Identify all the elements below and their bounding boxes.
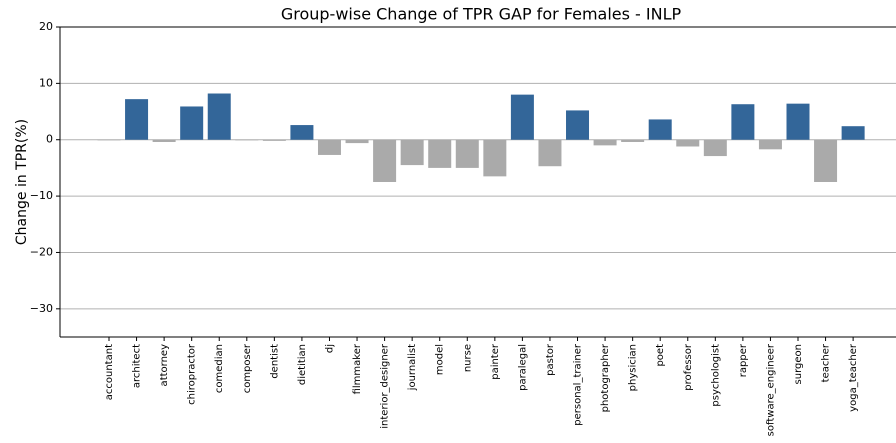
bar — [152, 139, 176, 142]
bar — [841, 126, 865, 140]
bar — [621, 139, 645, 142]
x-tick-label: painter — [490, 343, 501, 380]
bar — [262, 139, 286, 141]
x-tick-label: personal_trainer — [573, 343, 584, 426]
x-tick-label: nurse — [462, 344, 473, 372]
bar — [97, 139, 121, 141]
x-tick-label: dietitian — [297, 344, 308, 385]
bar — [400, 139, 424, 166]
bar — [345, 139, 369, 144]
bar — [373, 139, 397, 182]
x-tick-label: interior_designer — [380, 343, 391, 429]
y-tick-label: 10 — [39, 76, 53, 89]
x-tick-label: comedian — [214, 344, 225, 393]
bar — [538, 139, 562, 167]
bar — [235, 139, 259, 141]
x-tick-label: accountant — [104, 344, 115, 400]
x-tick-label: dentist — [269, 344, 280, 379]
y-tick-label: 20 — [39, 20, 53, 33]
bar — [207, 93, 231, 140]
x-tick-label: rapper — [738, 343, 749, 377]
bar — [180, 106, 204, 140]
x-tick-label: chiropractor — [187, 343, 198, 405]
x-tick-label: dj — [324, 344, 335, 353]
x-tick-label: pastor — [545, 343, 556, 376]
x-tick-label: model — [435, 344, 446, 375]
x-tick-label: paralegal — [517, 344, 528, 391]
x-tick-label: surgeon — [793, 344, 804, 384]
bar — [290, 125, 314, 140]
bar — [786, 103, 810, 140]
bar — [317, 139, 341, 155]
x-tick-label: teacher — [821, 343, 832, 382]
bar — [510, 94, 534, 140]
bar — [814, 139, 838, 182]
x-tick-label: filmmaker — [352, 343, 363, 394]
bar — [125, 99, 149, 140]
bar — [703, 139, 727, 157]
bar — [731, 104, 755, 140]
bar — [483, 139, 507, 177]
x-tick-label: architect — [132, 344, 143, 388]
bar — [566, 110, 590, 140]
y-tick-label: −30 — [30, 302, 53, 315]
bar — [593, 139, 617, 146]
x-tick-label: attorney — [159, 344, 170, 387]
bar — [676, 139, 700, 147]
y-tick-label: −10 — [30, 189, 53, 202]
y-tick-label: −20 — [30, 245, 53, 258]
bar — [428, 139, 452, 168]
x-tick-label: software_engineer — [765, 343, 776, 436]
x-tick-label: professor — [683, 343, 694, 391]
x-tick-label: yoga_teacher — [848, 343, 859, 412]
bar — [648, 119, 672, 140]
bar — [758, 139, 782, 150]
chart-title: Group-wise Change of TPR GAP for Females… — [281, 5, 682, 24]
x-tick-label: composer — [242, 343, 253, 393]
x-tick-label: poet — [655, 344, 666, 367]
x-tick-label: journalist — [407, 344, 418, 391]
x-tick-label: photographer — [600, 343, 611, 412]
y-tick-label: 0 — [46, 133, 53, 146]
x-tick-label: psychologist — [710, 344, 721, 407]
bar — [455, 139, 479, 168]
x-tick-label: physician — [628, 344, 639, 391]
y-axis-label: Change in TPR(%) — [14, 119, 30, 245]
